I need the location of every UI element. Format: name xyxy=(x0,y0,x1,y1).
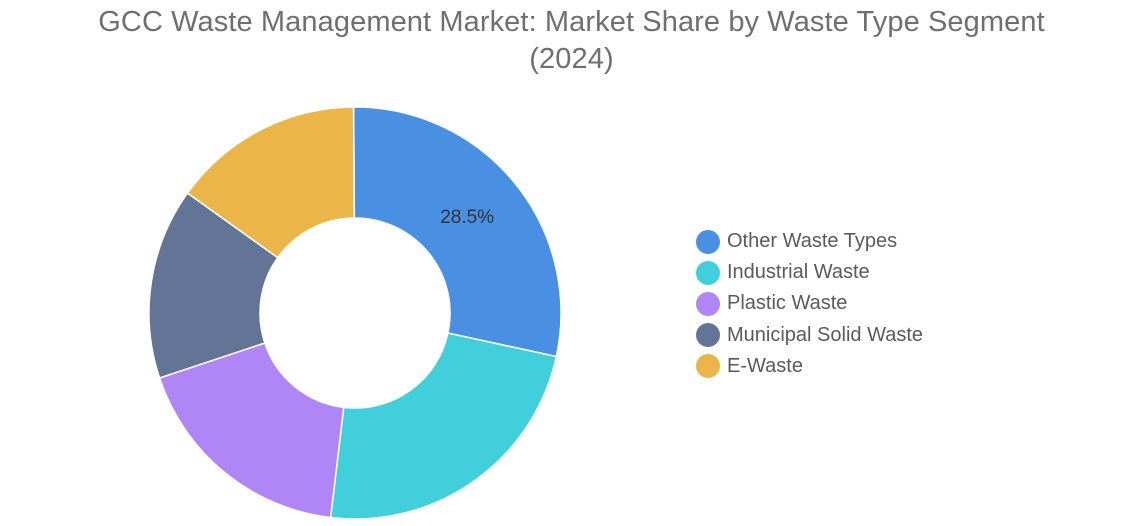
slice-plastic-waste[interactable] xyxy=(158,342,345,519)
legend-swatch xyxy=(696,229,720,254)
slice-municipal-solid-waste[interactable] xyxy=(148,192,279,379)
legend-swatch xyxy=(696,291,720,316)
legend-swatch xyxy=(696,354,720,379)
chart-title-line-1: GCC Waste Management Market: Market Shar… xyxy=(98,6,1045,38)
legend-label: E-Waste xyxy=(727,354,803,377)
legend-item-municipal-solid-waste[interactable]: Municipal Solid Waste xyxy=(696,320,923,351)
slice-industrial-waste[interactable] xyxy=(329,332,558,520)
legend-item-e-waste[interactable]: E-Waste xyxy=(696,351,923,382)
legend-label: Other Waste Types xyxy=(727,230,898,253)
legend-swatch xyxy=(696,260,720,285)
legend-item-plastic-waste[interactable]: Plastic Waste xyxy=(696,288,923,319)
slice-other-waste-types[interactable] xyxy=(352,106,562,358)
legend-swatch xyxy=(696,323,720,348)
chart-legend: Other Waste Types Industrial Waste Plast… xyxy=(696,226,923,382)
data-label-other-waste-types: 28.5% xyxy=(440,207,494,228)
legend-label: Municipal Solid Waste xyxy=(727,323,924,346)
legend-item-industrial-waste[interactable]: Industrial Waste xyxy=(696,257,923,288)
slice-e-waste[interactable] xyxy=(186,106,356,259)
legend-label: Plastic Waste xyxy=(727,292,848,315)
legend-label: Industrial Waste xyxy=(727,261,870,284)
legend-item-other-waste-types[interactable]: Other Waste Types xyxy=(696,226,923,257)
chart-title-line-2: (2024) xyxy=(529,43,614,75)
chart-title: GCC Waste Management Market: Market Shar… xyxy=(20,4,1123,78)
